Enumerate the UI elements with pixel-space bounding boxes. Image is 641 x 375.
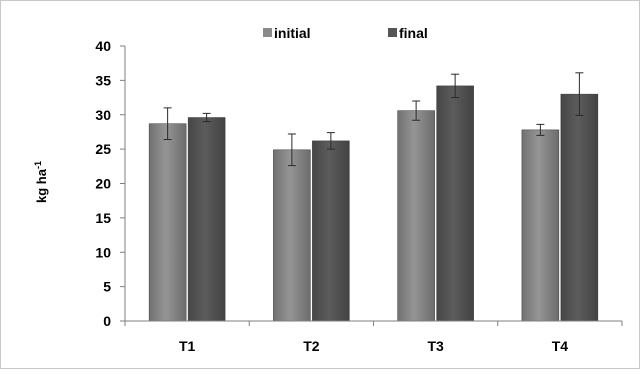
bar-final-T4 xyxy=(560,93,599,322)
axes xyxy=(124,46,623,326)
legend-swatch-final xyxy=(388,28,397,37)
error-bars xyxy=(163,72,584,167)
legend-swatch-initial xyxy=(263,28,272,37)
legend-label-initial: initial xyxy=(274,25,311,41)
y-axis-label-base: kg ha xyxy=(34,168,49,203)
bar-initial-T1 xyxy=(148,123,187,322)
y-tick-label: 15 xyxy=(95,210,111,226)
x-axis-labels: T1 T2 T3 T4 xyxy=(179,338,568,354)
legend-label-final: final xyxy=(399,25,428,41)
bars xyxy=(148,85,599,322)
y-tick-label: 0 xyxy=(103,313,111,329)
x-tick-label-T3: T3 xyxy=(427,338,444,354)
bar-initial-T3 xyxy=(397,110,435,322)
x-tick-label-T4: T4 xyxy=(552,338,569,354)
bar-initial-T4 xyxy=(521,129,560,322)
bar-final-T3 xyxy=(436,85,474,322)
bar-final-T1 xyxy=(187,117,226,322)
y-axis-ticks: 0 5 10 15 20 25 30 35 40 xyxy=(95,38,125,329)
y-axis-label: kg ha-1 xyxy=(33,161,49,203)
y-tick-label: 20 xyxy=(95,176,111,192)
y-tick-label: 10 xyxy=(95,244,111,260)
y-axis-label-superscript: -1 xyxy=(33,161,43,169)
y-tick-label: 35 xyxy=(95,72,111,88)
bar-final-T2 xyxy=(312,140,350,322)
bar-initial-T2 xyxy=(273,149,311,322)
y-tick-label: 40 xyxy=(95,38,111,54)
y-tick-label: 5 xyxy=(103,279,111,295)
y-tick-label: 30 xyxy=(95,107,111,123)
x-tick-label-T1: T1 xyxy=(179,338,196,354)
x-tick-label-T2: T2 xyxy=(303,338,320,354)
legend: initial final xyxy=(263,25,428,41)
y-tick-label: 25 xyxy=(95,141,111,157)
